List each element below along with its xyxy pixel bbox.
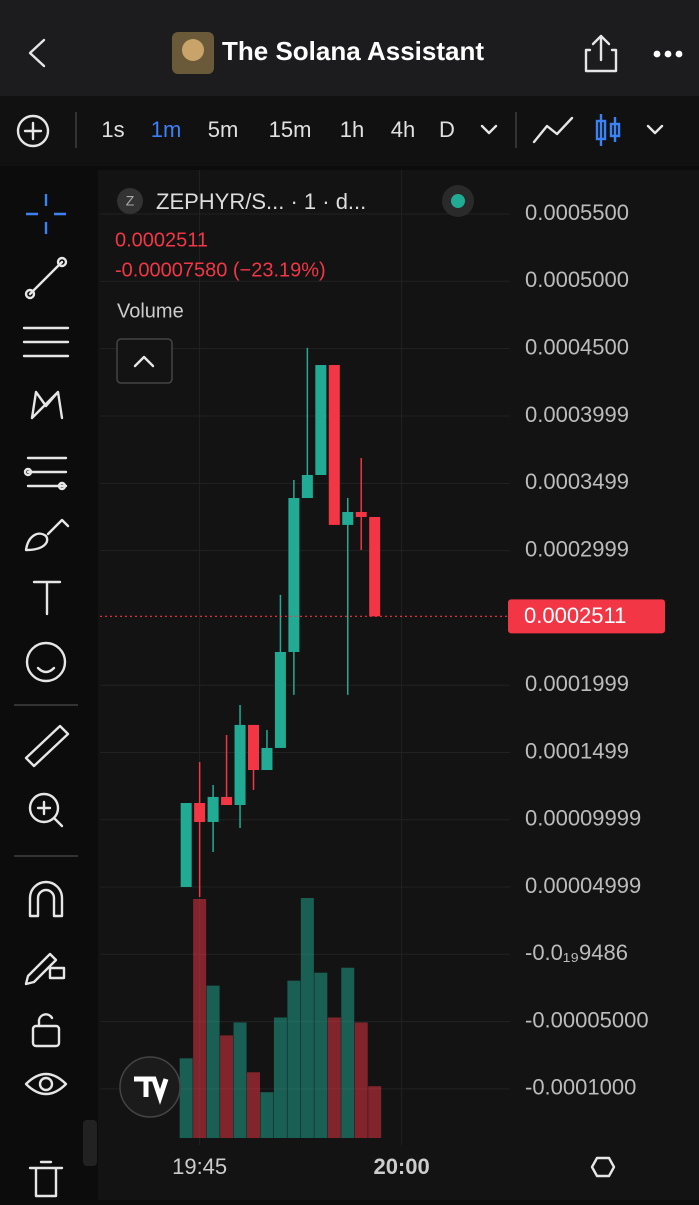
y-tick-label: 0.0002999 [525,536,629,561]
zoom-tool[interactable] [28,792,64,828]
last-price: 0.0002511 [115,229,208,251]
y-tick-label: 0.0003499 [525,469,629,494]
more-button[interactable] [653,50,683,58]
candle-body [180,802,192,887]
y-tick-label: 0.0005500 [525,200,629,225]
last-price-label: 0.0002511 [524,603,626,628]
fib-tool[interactable] [22,326,70,358]
volume-bar [260,1092,274,1138]
line-type-button[interactable] [532,116,574,144]
interval-button[interactable]: D [439,117,455,142]
candle-body [207,796,219,822]
candle-body [342,512,354,525]
x-tick-label: 20:00 [373,1154,429,1179]
y-tick-label: -0.0₁₉9486 [525,940,628,965]
candle-type-button[interactable] [595,114,621,146]
interval-button[interactable]: 1s [101,117,124,142]
toolbar [0,96,699,166]
crosshair-tool[interactable] [26,194,66,234]
add-button[interactable] [16,114,50,148]
y-tick-label: 0.00004999 [525,873,641,898]
magnet-tool[interactable] [28,880,64,918]
volume-bar [233,1022,247,1138]
volume-bar [341,967,355,1138]
tv-logo-mark [134,1076,169,1105]
interval-button[interactable]: 5m [208,117,239,142]
volume-bar [354,1022,368,1138]
volume-bar [368,1086,382,1138]
candle-body [315,365,327,475]
y-tick-label: 0.0004500 [525,334,629,359]
y-tick-label: -0.0001000 [525,1075,636,1100]
candle-body [301,474,313,499]
volume-bar [273,1017,287,1138]
projection-tool[interactable] [23,456,68,491]
volume-label: Volume [117,300,184,322]
symbol-badge [117,188,143,214]
price-change: -0.00007580 (−23.19%) [115,259,326,281]
volume-bar [246,1072,260,1138]
candle-body [194,802,206,822]
interval-group: 1s 1m 5m 15m 1h 4h D [101,117,455,142]
symbol[interactable]: ZEPHYR/S... · 1 · d... [156,189,366,214]
candle-body [234,724,246,806]
interval-button[interactable]: 4h [391,117,415,142]
candle-body [261,747,273,771]
y-tick-label: 0.0001999 [525,671,629,696]
settings-button[interactable] [590,1156,616,1178]
lock-drawing-tool[interactable] [24,952,66,986]
candle-body [221,796,233,806]
y-tick-label: 0.00009999 [525,806,641,831]
candle-body [274,651,286,748]
line-tool[interactable] [24,256,68,300]
candle-body [355,512,367,517]
y-tick-label: 0.0005000 [525,267,629,292]
collapse-legend[interactable] [116,338,173,384]
volume-bar [206,985,220,1138]
y-tick-label: -0.00005000 [525,1007,649,1032]
volume-bar [287,980,301,1138]
volume-bar [300,898,314,1138]
status-dot [451,194,465,208]
volume-bar [220,1035,234,1138]
candle-body [369,516,381,617]
y-tick-label: 0.0003999 [525,402,629,427]
chart-type-dropdown[interactable] [646,124,664,135]
header-title: The Solana Assistant [222,36,484,66]
volume-bar [193,898,207,1138]
delete-tool[interactable] [28,1160,64,1198]
chevron-up [133,355,155,368]
candle-body [288,498,300,652]
volume-bar [314,972,328,1138]
avatar-face [182,39,204,61]
emoji-tool[interactable] [25,641,67,683]
share-button[interactable] [584,34,618,73]
x-tick-label: 19:45 [172,1154,227,1179]
symbol-badge-text: Z [126,193,135,209]
candle-body [328,365,340,525]
sidebar-collapse[interactable] [83,1120,97,1166]
brush-tool[interactable] [24,518,70,552]
volume-bar [327,1017,341,1138]
interval-button[interactable]: 1h [340,117,364,142]
y-tick-label: 0.0001499 [525,738,629,763]
interval-dropdown[interactable] [480,124,498,135]
volume-bar [179,1058,193,1138]
interval-button[interactable]: 15m [269,117,312,142]
ruler-tool[interactable] [24,724,70,768]
lock-tool[interactable] [31,1013,61,1048]
text-tool[interactable] [32,580,62,616]
candle-body [247,724,259,771]
interval-button[interactable]: 1m [151,117,182,142]
tv-logo[interactable] [119,1056,181,1118]
hide-tool[interactable] [24,1072,68,1096]
header-bar [0,0,699,96]
last-price-box [508,599,665,634]
pattern-tool[interactable] [30,390,64,420]
back-button[interactable] [28,38,46,68]
